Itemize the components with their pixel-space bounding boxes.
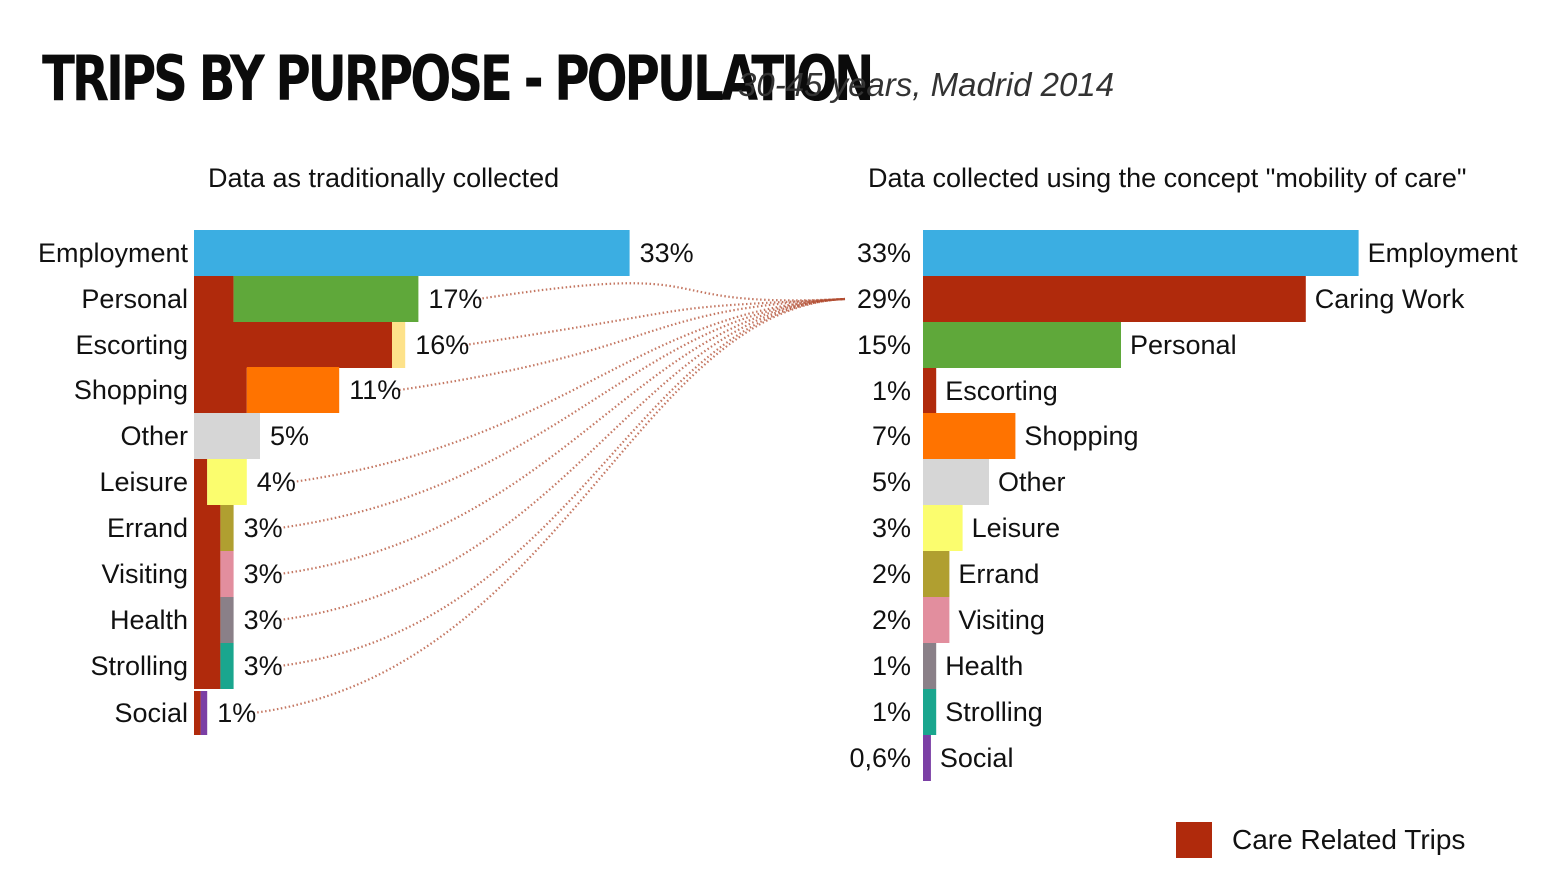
right-bar-personal [923,322,1121,368]
right-category-label: Caring Work [1315,284,1465,314]
right-bar-visiting [923,597,950,643]
left-category-label: Health [110,605,188,635]
right-bar-chart: 33% Employment 29% Caring Work 15% Personal 1%… [849,230,1518,781]
right-category-label: Shopping [1024,421,1138,451]
connector-line [292,297,846,484]
left-value-label: 3% [244,651,283,681]
right-bar-shopping [923,413,1016,459]
right-bar-escorting [923,368,937,414]
left-bar-chart: Employment 33% Personal 17% Escorting 16% Shop… [38,230,694,735]
left-bar-shopping [246,367,340,413]
right-bar-leisure [923,505,963,551]
legend-label: Care Related Trips [1232,824,1466,855]
right-chart-title: Data collected using the concept "mobili… [868,163,1467,193]
right-category-label: Strolling [945,697,1043,727]
right-value-label: 15% [857,330,911,360]
right-value-label: 29% [857,284,911,314]
right-value-label: 1% [872,697,911,727]
right-bar-strolling [923,689,937,735]
left-bar-care-health [194,597,221,643]
connector-line [478,282,846,302]
left-bar-social [200,691,208,735]
legend: Care Related Trips [1176,822,1465,858]
right-bar-employment [923,230,1359,276]
left-bar-care-social [194,691,201,735]
left-value-label: 16% [415,330,469,360]
left-bar-care-errand [194,505,221,551]
right-value-label: 0,6% [849,743,911,773]
right-value-label: 2% [872,605,911,635]
left-bar-personal [233,276,419,322]
left-category-label: Personal [81,284,188,314]
left-chart-title: Data as traditionally collected [208,163,560,193]
left-category-label: Other [120,421,188,451]
right-category-label: Employment [1368,238,1519,268]
left-value-label: 4% [257,467,296,497]
right-category-label: Other [998,467,1066,497]
right-category-label: Leisure [972,513,1061,543]
right-bar-caring-work [923,276,1306,322]
left-value-label: 11% [349,375,401,405]
right-category-label: Social [940,743,1014,773]
left-bar-health [220,597,234,643]
connector-lines [253,282,846,715]
chart-subtitle: 30-45 years, Madrid 2014 [738,66,1115,103]
right-value-label: 1% [872,376,911,406]
left-category-label: Errand [107,513,188,543]
right-bar-social [923,735,931,781]
left-category-label: Shopping [74,375,188,405]
right-category-label: Errand [958,559,1039,589]
left-category-label: Strolling [90,651,188,681]
connector-line [279,297,846,668]
right-value-label: 3% [872,513,911,543]
left-bar-care-leisure [194,459,208,505]
right-category-label: Visiting [958,605,1045,635]
left-bar-strolling [220,643,234,689]
right-value-label: 2% [872,559,911,589]
left-value-label: 3% [244,513,283,543]
left-value-label: 3% [244,605,283,635]
left-bar-other [194,413,260,459]
right-value-label: 5% [872,467,911,497]
left-bar-care-escorting [194,322,392,368]
right-bar-errand [923,551,950,597]
right-value-label: 1% [872,651,911,681]
left-bar-leisure [207,459,247,505]
left-bar-care-shopping [194,367,247,413]
right-bar-other [923,459,989,505]
right-value-label: 7% [872,421,911,451]
right-bar-health [923,643,937,689]
left-bar-care-personal [194,276,234,322]
left-value-label: 5% [270,421,309,451]
left-bar-errand [220,505,234,551]
left-bar-escorting [392,322,406,368]
left-category-label: Escorting [75,330,188,360]
right-category-label: Escorting [945,376,1058,406]
right-category-label: Health [945,651,1023,681]
left-category-label: Social [114,698,188,728]
chart-title: TRIPS BY PURPOSE - POPULATION [42,42,874,115]
left-value-label: 33% [640,238,694,268]
right-value-label: 33% [857,238,911,268]
left-category-label: Employment [38,238,189,268]
left-value-label: 3% [244,559,283,589]
left-bar-care-visiting [194,551,221,597]
left-bar-care-strolling [194,643,221,689]
left-category-label: Leisure [99,467,188,497]
connector-line [253,297,846,715]
left-value-label: 1% [217,698,256,728]
left-bar-visiting [220,551,234,597]
connector-line [399,297,846,392]
left-bar-employment [194,230,630,276]
legend-swatch-care [1176,822,1212,858]
connector-line [465,297,846,347]
left-category-label: Visiting [101,559,188,589]
left-value-label: 17% [428,284,482,314]
right-category-label: Personal [1130,330,1237,360]
